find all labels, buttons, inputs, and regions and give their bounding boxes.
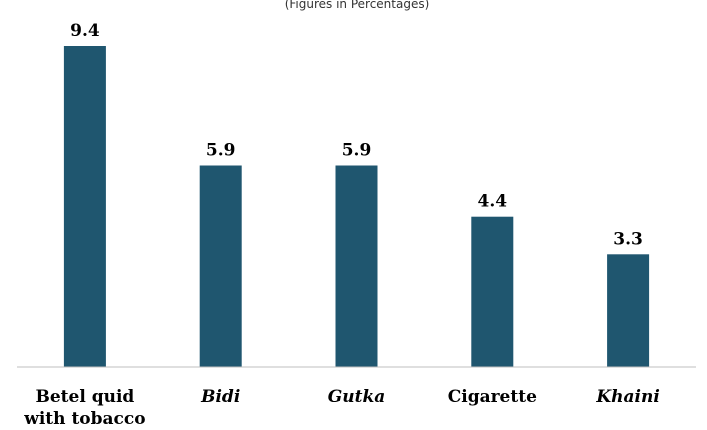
category-label-2: Gutka <box>328 387 386 407</box>
value-labels-group: 9.4 5.9 5.9 4.4 3.3 <box>70 21 643 249</box>
value-label-3: 4.4 <box>478 192 508 212</box>
bar-2 <box>335 165 378 367</box>
category-label-0-line-1: with tobacco <box>23 409 145 429</box>
category-label-3: Cigarette <box>448 387 537 407</box>
bars-group <box>63 46 650 367</box>
category-label-1: Bidi <box>200 387 240 407</box>
value-label-0: 9.4 <box>70 21 100 41</box>
value-label-4: 3.3 <box>613 229 643 249</box>
bar-3 <box>471 216 514 367</box>
bar-4 <box>607 254 650 367</box>
bar-0 <box>63 46 106 367</box>
value-label-1: 5.9 <box>206 141 236 161</box>
value-label-2: 5.9 <box>342 141 372 161</box>
category-label-4: Khaini <box>595 387 659 407</box>
category-label-0-line-0: Betel quid <box>35 387 134 407</box>
chart-subtitle: (Figures in Percentages) <box>285 0 430 11</box>
bar-1 <box>199 165 242 367</box>
